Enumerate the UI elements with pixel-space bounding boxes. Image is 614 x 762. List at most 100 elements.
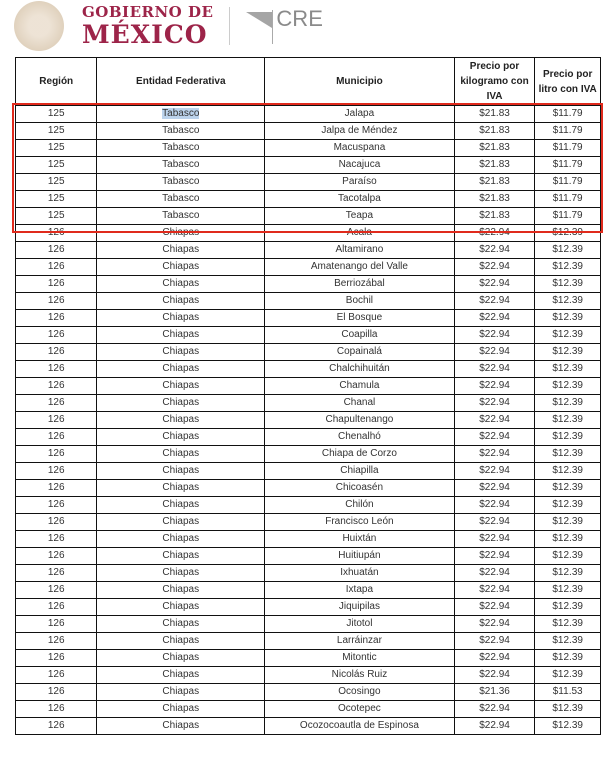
cell-precio-kg: $22.94	[453, 377, 536, 395]
cell-region: 125	[14, 207, 98, 225]
cell-entidad: Chiapas	[96, 700, 266, 718]
cell-entidad: Chiapas	[96, 258, 266, 276]
cell-municipio: Ixhuatán	[264, 564, 455, 582]
cell-municipio: Altamirano	[264, 241, 455, 259]
table-row: 126 Chiapas Ocosingo $21.36 $11.53	[14, 683, 601, 701]
table-row: 126 Chiapas Coapilla $22.94 $12.39	[14, 326, 601, 344]
cell-precio-kg: $21.83	[453, 173, 536, 191]
cell-precio-kg: $22.94	[453, 700, 536, 718]
cell-precio-litro: $12.39	[534, 360, 601, 378]
cell-region: 126	[14, 513, 98, 531]
price-table: Región Entidad Federativa Municipio Prec…	[14, 57, 601, 735]
cell-entidad: Chiapas	[96, 547, 266, 565]
cell-region: 126	[14, 615, 98, 633]
cell-entidad: Chiapas	[96, 411, 266, 429]
cell-precio-litro: $12.39	[534, 632, 601, 650]
cell-precio-litro: $11.79	[534, 139, 601, 157]
cell-region: 126	[14, 394, 98, 412]
gobierno-de-mexico-logo: GOBIERNO DE MÉXICO	[82, 5, 213, 49]
cell-precio-kg: $22.94	[453, 360, 536, 378]
cell-precio-litro: $12.39	[534, 496, 601, 514]
cell-precio-litro: $11.79	[534, 190, 601, 208]
cell-entidad: Chiapas	[96, 683, 266, 701]
cell-precio-kg: $22.94	[453, 343, 536, 361]
cell-region: 126	[14, 666, 98, 684]
cell-precio-kg: $22.94	[453, 445, 536, 463]
cell-precio-litro: $12.39	[534, 343, 601, 361]
cell-municipio: Huixtán	[264, 530, 455, 548]
table-row: 126 Chiapas Mitontic $22.94 $12.39	[14, 649, 601, 667]
cell-precio-litro: $12.39	[534, 411, 601, 429]
cell-entidad: Chiapas	[96, 377, 266, 395]
cre-logo: CRE	[246, 6, 323, 44]
cell-precio-kg: $21.36	[453, 683, 536, 701]
cre-text: CRE	[276, 6, 323, 31]
table-row: 126 Chiapas Amatenango del Valle $22.94 $12.…	[14, 258, 601, 276]
table-row: 126 Chiapas Francisco León $22.94 $12.39	[14, 513, 601, 531]
cell-region: 126	[14, 343, 98, 361]
cell-region: 126	[14, 377, 98, 395]
table-row: 126 Chiapas Ixtapa $22.94 $12.39	[14, 581, 601, 599]
cell-region: 126	[14, 292, 98, 310]
cell-precio-kg: $21.83	[453, 122, 536, 140]
cell-municipio: Larráinzar	[264, 632, 455, 650]
cell-precio-litro: $12.39	[534, 581, 601, 599]
col-region: Región	[14, 57, 98, 106]
cell-municipio: Macuspana	[264, 139, 455, 157]
cell-entidad: Chiapas	[96, 343, 266, 361]
cell-entidad: Chiapas	[96, 224, 266, 242]
cell-precio-litro: $12.39	[534, 598, 601, 616]
cell-region: 126	[14, 564, 98, 582]
cell-region: 126	[14, 360, 98, 378]
cell-municipio: Ocotepec	[264, 700, 455, 718]
cell-precio-kg: $22.94	[453, 666, 536, 684]
cell-precio-litro: $11.53	[534, 683, 601, 701]
cell-municipio: Jiquipilas	[264, 598, 455, 616]
cell-precio-litro: $12.39	[534, 224, 601, 242]
cell-precio-litro: $12.39	[534, 445, 601, 463]
cell-municipio: Jalpa de Méndez	[264, 122, 455, 140]
cell-precio-kg: $21.83	[453, 207, 536, 225]
cell-municipio: Copainalá	[264, 343, 455, 361]
cell-precio-litro: $12.39	[534, 292, 601, 310]
cell-precio-litro: $11.79	[534, 122, 601, 140]
cell-region: 125	[14, 156, 98, 174]
cell-municipio: Chanal	[264, 394, 455, 412]
cell-municipio: Nicolás Ruiz	[264, 666, 455, 684]
table-row: 126 Chiapas Ixhuatán $22.94 $12.39	[14, 564, 601, 582]
cell-precio-litro: $12.39	[534, 479, 601, 497]
table-row: 126 Chiapas Huixtán $22.94 $12.39	[14, 530, 601, 548]
cell-municipio: Chilón	[264, 496, 455, 514]
table-row: 126 Chiapas Chicoasén $22.94 $12.39	[14, 479, 601, 497]
cell-entidad: Chiapas	[96, 666, 266, 684]
cell-region: 126	[14, 530, 98, 548]
cell-region: 126	[14, 496, 98, 514]
table-row: 126 Chiapas Berriozábal $22.94 $12.39	[14, 275, 601, 293]
selected-text[interactable]: Tabasco	[162, 108, 200, 119]
table-row: 126 Chiapas Bochil $22.94 $12.39	[14, 292, 601, 310]
table-row: 125 Tabasco Paraíso $21.83 $11.79	[14, 173, 601, 191]
table-header-row: Región Entidad Federativa Municipio Prec…	[14, 57, 601, 106]
table-row: 126 Chiapas Chenalhó $22.94 $12.39	[14, 428, 601, 446]
cell-entidad: Tabasco	[96, 190, 266, 208]
cell-precio-kg: $22.94	[453, 394, 536, 412]
cell-municipio: Jalapa	[264, 105, 455, 123]
cell-region: 126	[14, 632, 98, 650]
cell-precio-kg: $22.94	[453, 649, 536, 667]
cell-municipio: Chenalhó	[264, 428, 455, 446]
cell-entidad: Chiapas	[96, 292, 266, 310]
cell-entidad: Chiapas	[96, 581, 266, 599]
cell-municipio: Amatenango del Valle	[264, 258, 455, 276]
cell-entidad: Chiapas	[96, 479, 266, 497]
table-row: 125 Tabasco Macuspana $21.83 $11.79	[14, 139, 601, 157]
cell-entidad: Tabasco	[96, 122, 266, 140]
logo-line2: MÉXICO	[82, 20, 208, 49]
cell-precio-kg: $22.94	[453, 275, 536, 293]
cell-region: 126	[14, 683, 98, 701]
cell-precio-litro: $12.39	[534, 394, 601, 412]
cell-precio-litro: $12.39	[534, 564, 601, 582]
cell-precio-kg: $22.94	[453, 224, 536, 242]
cell-region: 125	[14, 139, 98, 157]
table-row: 126 Chiapas Altamirano $22.94 $12.39	[14, 241, 601, 259]
cell-municipio: Paraíso	[264, 173, 455, 191]
